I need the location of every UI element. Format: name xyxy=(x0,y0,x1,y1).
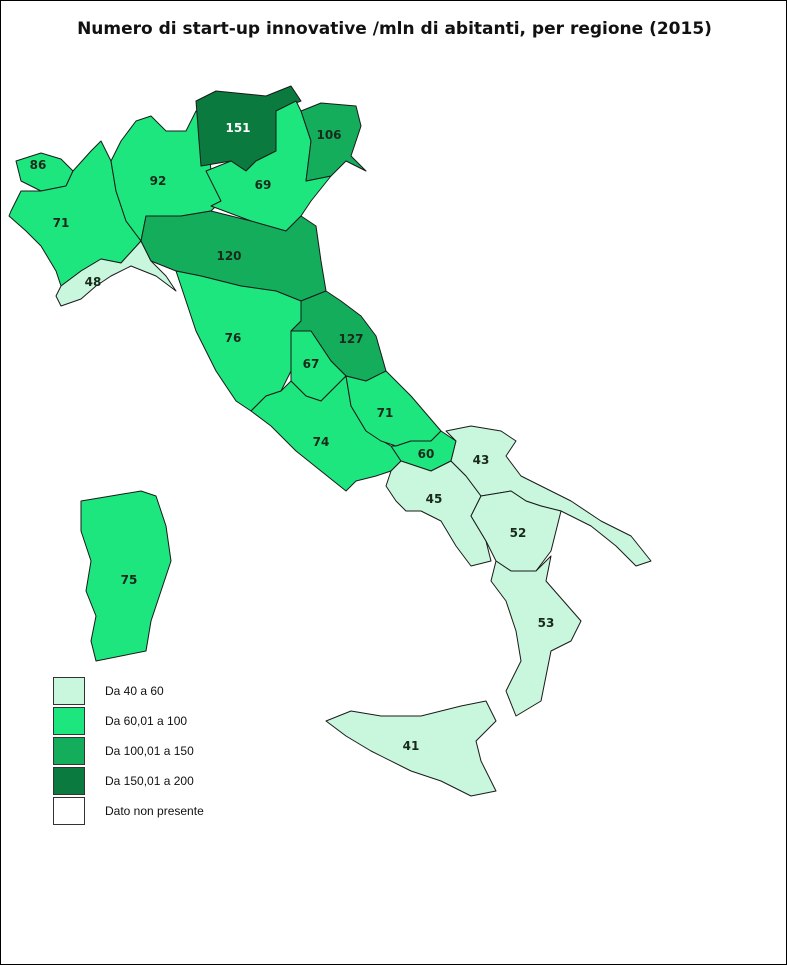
region-value-label: 75 xyxy=(121,573,138,587)
legend: Da 40 a 60 Da 60,01 a 100 Da 100,01 a 15… xyxy=(53,676,204,826)
region-value-label: 69 xyxy=(255,178,272,192)
legend-swatch xyxy=(53,707,85,735)
legend-swatch xyxy=(53,677,85,705)
region-value-label: 60 xyxy=(418,447,435,461)
region-value-label: 76 xyxy=(225,331,242,345)
legend-label: Da 60,01 a 100 xyxy=(105,714,188,728)
region-calabria xyxy=(490,555,582,717)
region-value-label: 71 xyxy=(377,406,394,420)
legend-label: Da 100,01 a 150 xyxy=(105,744,194,758)
region-value-label: 41 xyxy=(403,739,420,753)
region-value-label: 71 xyxy=(53,216,70,230)
region-sicilia xyxy=(325,700,497,797)
region-value-label: 53 xyxy=(538,616,555,630)
region-value-label: 151 xyxy=(225,121,250,135)
region-value-label: 120 xyxy=(216,249,241,263)
legend-swatch xyxy=(53,737,85,765)
region-campania xyxy=(385,460,492,567)
region-value-label: 127 xyxy=(338,332,363,346)
region-liguria xyxy=(55,240,177,307)
region-value-label: 67 xyxy=(303,357,320,371)
map-title: Numero di start-up innovative /mln di ab… xyxy=(77,19,712,39)
region-value-label: 92 xyxy=(150,174,167,188)
region-value-label: 52 xyxy=(510,526,527,540)
region-value-label: 86 xyxy=(30,158,47,172)
legend-label: Dato non presente xyxy=(105,804,204,818)
region-value-label: 74 xyxy=(313,435,330,449)
region-value-label: 43 xyxy=(473,453,490,467)
region-value-label: 48 xyxy=(85,275,102,289)
legend-item: Da 40 a 60 xyxy=(53,676,204,706)
region-toscana xyxy=(175,270,302,412)
legend-label: Da 150,01 a 200 xyxy=(105,774,194,788)
legend-label: Da 40 a 60 xyxy=(105,684,164,698)
region-value-label: 45 xyxy=(426,492,443,506)
legend-swatch xyxy=(53,767,85,795)
legend-item: Da 150,01 a 200 xyxy=(53,766,204,796)
region-value-label: 106 xyxy=(316,128,341,142)
region-sardegna xyxy=(80,490,172,662)
legend-item: Dato non presente xyxy=(53,796,204,826)
legend-item: Da 60,01 a 100 xyxy=(53,706,204,736)
legend-item: Da 100,01 a 150 xyxy=(53,736,204,766)
region-basilicata xyxy=(470,490,562,572)
region-friuli-venezia-giulia xyxy=(300,102,367,182)
legend-swatch xyxy=(53,797,85,825)
